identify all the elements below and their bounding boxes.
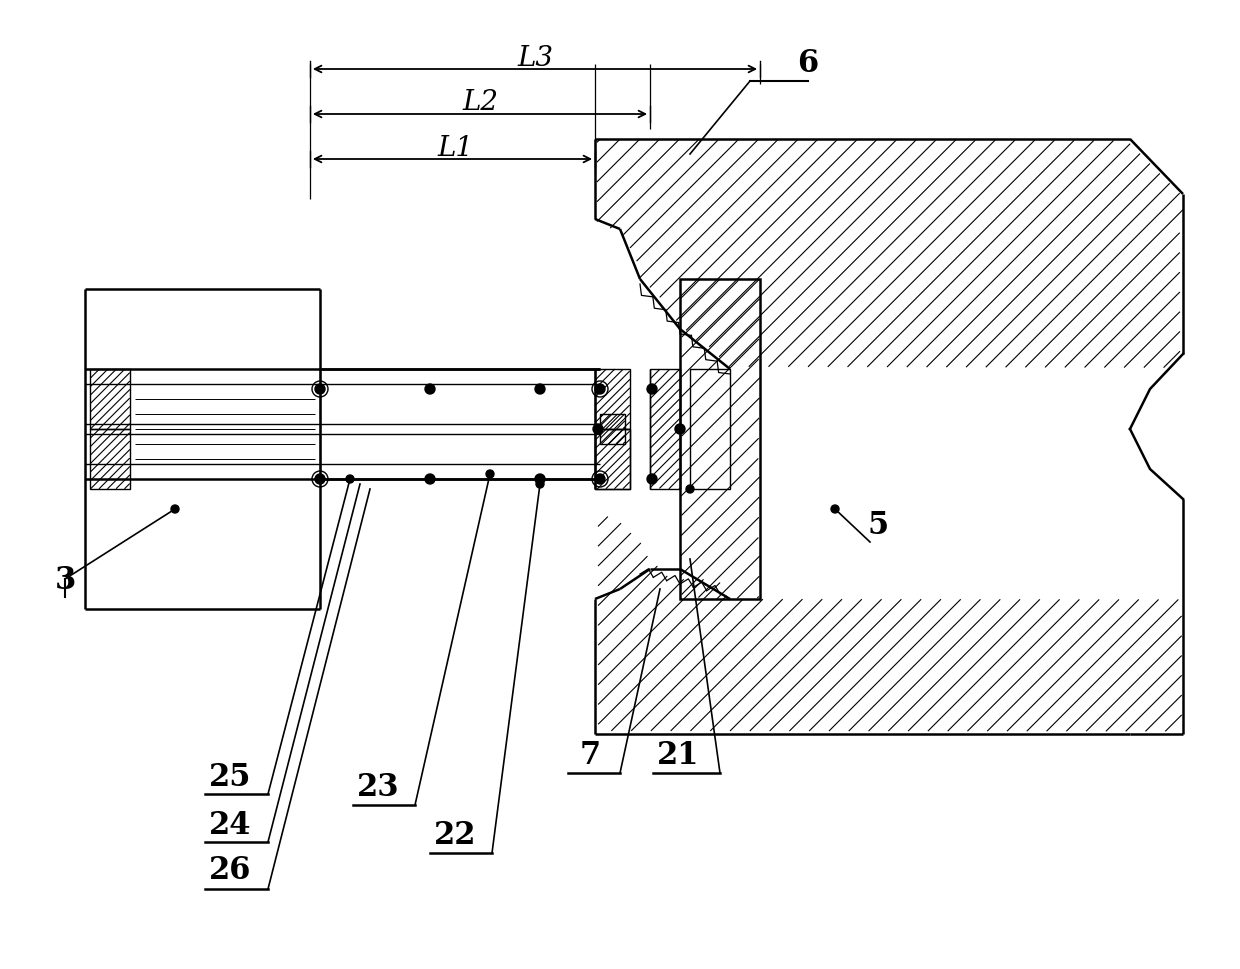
Text: 26: 26 <box>208 854 252 885</box>
Circle shape <box>593 424 603 434</box>
Text: 25: 25 <box>208 762 252 793</box>
Circle shape <box>171 506 179 514</box>
Circle shape <box>346 476 353 484</box>
Circle shape <box>534 385 546 394</box>
Circle shape <box>536 481 544 488</box>
Text: 7: 7 <box>579 739 600 770</box>
Circle shape <box>534 475 546 484</box>
Text: 5: 5 <box>868 510 889 541</box>
Circle shape <box>595 475 605 484</box>
Circle shape <box>647 385 657 394</box>
Text: 23: 23 <box>357 771 399 802</box>
Text: L2: L2 <box>463 89 498 116</box>
Circle shape <box>425 475 435 484</box>
Text: 6: 6 <box>797 47 818 78</box>
Text: L1: L1 <box>436 135 472 161</box>
Circle shape <box>831 506 839 514</box>
Circle shape <box>675 424 684 434</box>
Circle shape <box>486 471 494 479</box>
Text: 21: 21 <box>657 739 699 770</box>
Circle shape <box>595 385 605 394</box>
Circle shape <box>647 475 657 484</box>
Circle shape <box>315 385 325 394</box>
Circle shape <box>425 385 435 394</box>
Text: 3: 3 <box>55 564 76 595</box>
Text: L3: L3 <box>517 45 553 72</box>
Text: 24: 24 <box>208 809 252 840</box>
Circle shape <box>686 485 694 493</box>
Text: 22: 22 <box>434 819 476 850</box>
Polygon shape <box>689 369 730 489</box>
Circle shape <box>315 475 325 484</box>
